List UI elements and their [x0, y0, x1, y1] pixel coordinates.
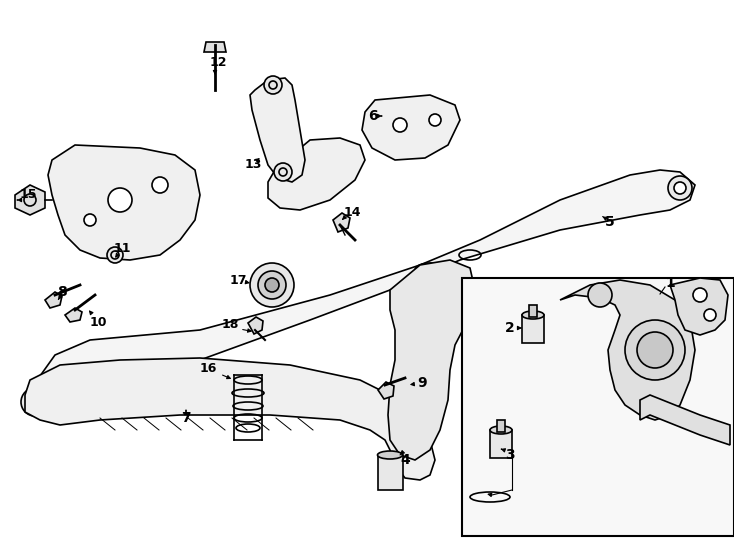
Ellipse shape — [522, 311, 544, 319]
Ellipse shape — [377, 451, 402, 459]
Circle shape — [258, 271, 286, 299]
Text: 14: 14 — [344, 206, 360, 219]
Polygon shape — [362, 95, 460, 160]
Circle shape — [393, 118, 407, 132]
Polygon shape — [48, 145, 200, 260]
Polygon shape — [15, 185, 45, 215]
Polygon shape — [28, 170, 695, 415]
Circle shape — [21, 388, 49, 416]
Polygon shape — [560, 280, 695, 420]
Polygon shape — [65, 308, 82, 322]
Circle shape — [668, 176, 692, 200]
Polygon shape — [250, 78, 305, 182]
Text: 16: 16 — [200, 361, 217, 375]
Polygon shape — [670, 278, 728, 335]
Text: 9: 9 — [417, 376, 426, 390]
Polygon shape — [204, 42, 226, 52]
Circle shape — [265, 278, 279, 292]
Polygon shape — [268, 138, 365, 210]
Circle shape — [588, 283, 612, 307]
Text: 13: 13 — [244, 159, 262, 172]
Text: 15: 15 — [19, 188, 37, 201]
Polygon shape — [640, 395, 730, 445]
Bar — [529, 305, 537, 317]
Bar — [462, 278, 734, 536]
Text: 7: 7 — [181, 411, 191, 425]
Circle shape — [250, 263, 294, 307]
Circle shape — [28, 395, 42, 409]
Polygon shape — [25, 358, 435, 480]
Bar — [378, 455, 403, 490]
Text: 10: 10 — [90, 315, 106, 328]
Polygon shape — [388, 260, 475, 460]
Polygon shape — [333, 213, 350, 232]
Circle shape — [107, 247, 123, 263]
Circle shape — [274, 163, 292, 181]
Polygon shape — [378, 382, 394, 399]
Circle shape — [108, 188, 132, 212]
Bar — [490, 430, 512, 458]
Text: 17: 17 — [229, 273, 247, 287]
Text: 11: 11 — [113, 241, 131, 254]
Polygon shape — [45, 292, 62, 308]
Circle shape — [674, 182, 686, 194]
Ellipse shape — [490, 426, 512, 434]
Circle shape — [625, 320, 685, 380]
Text: 3: 3 — [505, 448, 515, 462]
Circle shape — [637, 332, 673, 368]
Bar — [497, 420, 505, 432]
Circle shape — [693, 288, 707, 302]
Text: 1: 1 — [665, 276, 675, 290]
Text: 18: 18 — [222, 319, 239, 332]
Circle shape — [429, 114, 441, 126]
Text: 4: 4 — [400, 453, 410, 467]
Text: 12: 12 — [209, 56, 227, 69]
Circle shape — [704, 309, 716, 321]
Text: 2: 2 — [505, 321, 515, 335]
Text: 5: 5 — [605, 215, 615, 229]
Polygon shape — [248, 317, 263, 334]
Text: 8: 8 — [57, 285, 67, 299]
Circle shape — [264, 76, 282, 94]
Bar — [522, 315, 544, 343]
Circle shape — [84, 214, 96, 226]
Text: 6: 6 — [368, 109, 378, 123]
Circle shape — [152, 177, 168, 193]
